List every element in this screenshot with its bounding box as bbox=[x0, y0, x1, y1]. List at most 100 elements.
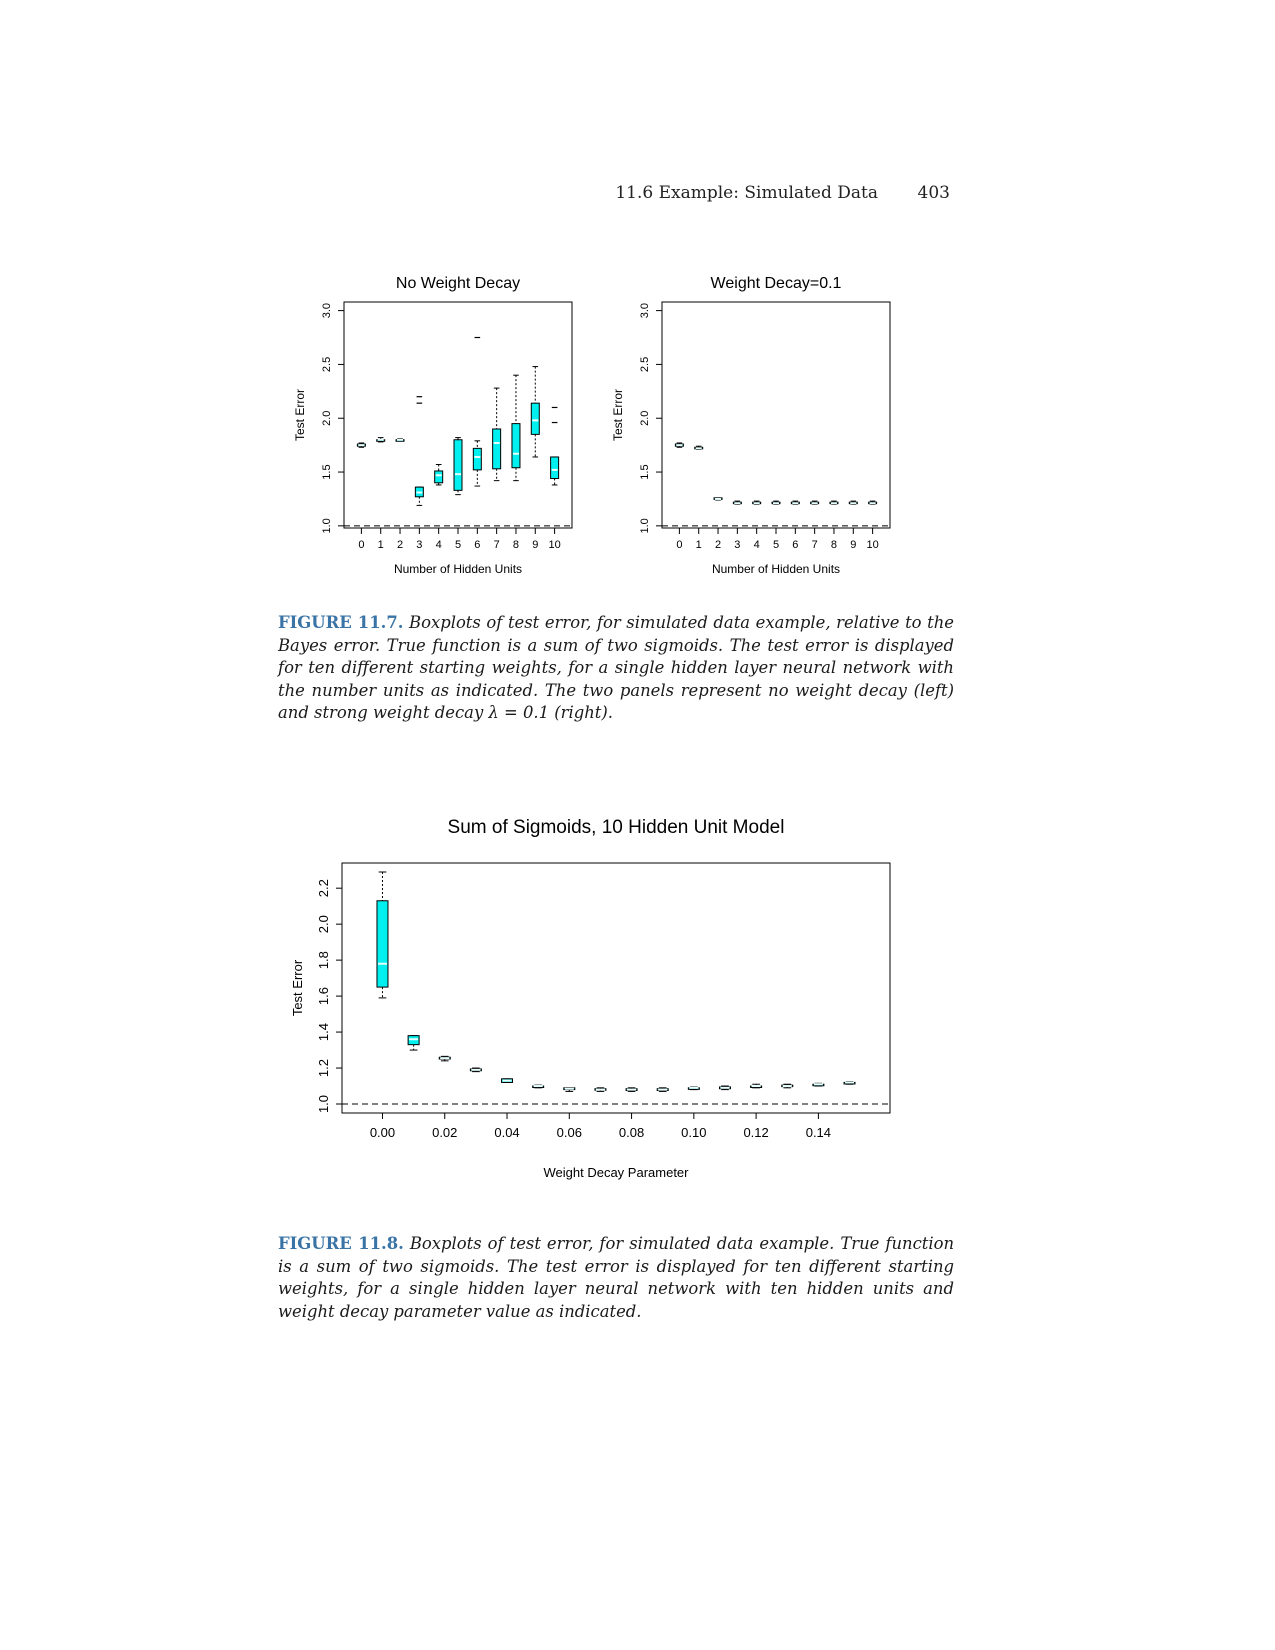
page-number: 403 bbox=[917, 183, 950, 203]
x-axis-label: Number of Hidden Units bbox=[712, 562, 840, 576]
y-tick-label: 2.0 bbox=[321, 411, 333, 426]
iqr-box bbox=[453, 439, 463, 491]
figure-label: FIGURE 11.7. bbox=[278, 613, 404, 632]
boxplot-10 bbox=[687, 1086, 700, 1091]
iqr-box bbox=[434, 470, 444, 484]
x-axis: 0 1 2 3 4 5 6 7 8 9 10 Number of Hidden Units bbox=[676, 528, 879, 576]
x-tick-label: 3 bbox=[734, 539, 740, 551]
x-tick-label: 0.12 bbox=[743, 1125, 768, 1140]
y-axis-label: Test Error bbox=[611, 389, 625, 441]
x-axis-label: Number of Hidden Units bbox=[394, 562, 522, 576]
boxplot-2 bbox=[395, 438, 405, 442]
iqr-box bbox=[550, 456, 560, 479]
boxplot-3 bbox=[414, 396, 424, 506]
x-tick-label: 2 bbox=[715, 539, 721, 551]
y-tick-label: 3.0 bbox=[639, 303, 651, 318]
x-tick-label: 8 bbox=[513, 539, 519, 551]
boxplot-6 bbox=[472, 336, 482, 487]
y-tick-label: 2.5 bbox=[321, 357, 333, 372]
y-tick-label: 1.6 bbox=[316, 987, 331, 1005]
running-head: 11.6 Example: Simulated Data 403 bbox=[560, 183, 950, 207]
chart-0: No Weight Decay 1.0 1.5 2.0 2.5 3.0 Test Error… bbox=[293, 275, 573, 576]
x-axis: 0.00 0.02 0.04 0.06 0.08 0.10 0.12 0.14 Weight D… bbox=[370, 1113, 831, 1180]
boxplot-0 bbox=[356, 442, 366, 448]
y-axis: 1.0 1.5 2.0 2.5 3.0 Test Error bbox=[293, 303, 344, 533]
boxplot-1 bbox=[376, 437, 386, 443]
iqr-box bbox=[376, 900, 389, 988]
x-tick-label: 4 bbox=[754, 539, 760, 551]
boxplot-7 bbox=[492, 387, 502, 482]
plot-frame bbox=[341, 862, 891, 1114]
iqr-box bbox=[472, 447, 482, 471]
x-tick-label: 0.06 bbox=[557, 1125, 582, 1140]
x-tick-label: 8 bbox=[831, 539, 837, 551]
x-tick-label: 9 bbox=[532, 539, 538, 551]
y-tick-label: 1.5 bbox=[639, 464, 651, 479]
boxplot-4 bbox=[752, 500, 762, 505]
y-tick-label: 2.0 bbox=[316, 915, 331, 933]
y-tick-label: 1.0 bbox=[316, 1095, 331, 1113]
y-tick-label: 1.0 bbox=[639, 518, 651, 533]
x-tick-label: 7 bbox=[494, 539, 500, 551]
boxplot-14 bbox=[812, 1082, 825, 1087]
section-title: 11.6 Example: Simulated Data bbox=[615, 183, 878, 203]
boxplot-5 bbox=[771, 500, 781, 505]
boxplot-11 bbox=[718, 1085, 731, 1091]
x-tick-label: 2 bbox=[397, 539, 403, 551]
x-axis-label: Weight Decay Parameter bbox=[544, 1165, 690, 1180]
figure-11-7-caption: FIGURE 11.7. Boxplots of test error, for… bbox=[278, 612, 954, 725]
chart-title: Weight Decay=0.1 bbox=[711, 275, 842, 292]
boxplot-0 bbox=[376, 871, 389, 999]
y-tick-label: 1.0 bbox=[321, 518, 333, 533]
x-tick-label: 7 bbox=[812, 539, 818, 551]
boxplot-8 bbox=[511, 374, 521, 482]
boxplot-3 bbox=[732, 500, 742, 505]
x-tick-label: 6 bbox=[474, 539, 480, 551]
boxplot-13 bbox=[781, 1083, 794, 1089]
chart-2: Sum of Sigmoids, 10 Hidden Unit Model 1.0… bbox=[290, 817, 891, 1180]
iqr-box bbox=[530, 402, 540, 435]
x-tick-label: 9 bbox=[850, 539, 856, 551]
x-tick-label: 5 bbox=[455, 539, 461, 551]
boxplot-10 bbox=[550, 406, 560, 486]
x-tick-label: 6 bbox=[792, 539, 798, 551]
x-tick-label: 0.02 bbox=[432, 1125, 457, 1140]
plot-frame bbox=[661, 301, 891, 529]
x-tick-label: 0.10 bbox=[681, 1125, 706, 1140]
boxplot-1 bbox=[694, 445, 704, 450]
figure-11-7: No Weight Decay 1.0 1.5 2.0 2.5 3.0 Test Error… bbox=[293, 275, 891, 576]
x-tick-label: 4 bbox=[436, 539, 442, 551]
y-tick-label: 2.5 bbox=[639, 357, 651, 372]
boxplot-6 bbox=[563, 1087, 576, 1092]
y-axis-label: Test Error bbox=[290, 959, 305, 1016]
boxplot-1 bbox=[407, 1035, 420, 1051]
boxplot-15 bbox=[843, 1081, 856, 1085]
y-axis: 1.0 1.5 2.0 2.5 3.0 Test Error bbox=[611, 303, 662, 533]
y-tick-label: 1.5 bbox=[321, 464, 333, 479]
x-tick-label: 1 bbox=[378, 539, 384, 551]
boxplot-2 bbox=[438, 1055, 451, 1062]
x-axis: 0 1 2 3 4 5 6 7 8 9 10 Number of Hidden Units bbox=[358, 528, 561, 576]
chart-title: No Weight Decay bbox=[396, 275, 520, 292]
iqr-box bbox=[492, 428, 502, 470]
y-tick-label: 2.2 bbox=[316, 879, 331, 897]
x-tick-label: 0 bbox=[676, 539, 682, 551]
boxplot-2 bbox=[713, 497, 723, 501]
chart-1: Weight Decay=0.1 1.0 1.5 2.0 2.5 3.0 Test Erro… bbox=[611, 275, 891, 576]
boxplot-5 bbox=[453, 437, 463, 496]
x-tick-label: 5 bbox=[773, 539, 779, 551]
y-tick-label: 1.8 bbox=[316, 951, 331, 969]
boxplot-8 bbox=[625, 1087, 638, 1092]
y-axis-label: Test Error bbox=[293, 389, 307, 441]
y-tick-label: 1.4 bbox=[316, 1023, 331, 1041]
boxplot-5 bbox=[532, 1084, 545, 1089]
boxplot-9 bbox=[848, 500, 858, 505]
x-tick-label: 0.14 bbox=[806, 1125, 831, 1140]
x-tick-label: 0.08 bbox=[619, 1125, 644, 1140]
x-tick-label: 0.04 bbox=[494, 1125, 519, 1140]
boxplot-7 bbox=[810, 500, 820, 505]
caption-text: Boxplots of test error, for simulated da… bbox=[278, 1234, 955, 1321]
x-tick-label: 3 bbox=[416, 539, 422, 551]
x-tick-label: 1 bbox=[696, 539, 702, 551]
y-tick-label: 3.0 bbox=[321, 303, 333, 318]
